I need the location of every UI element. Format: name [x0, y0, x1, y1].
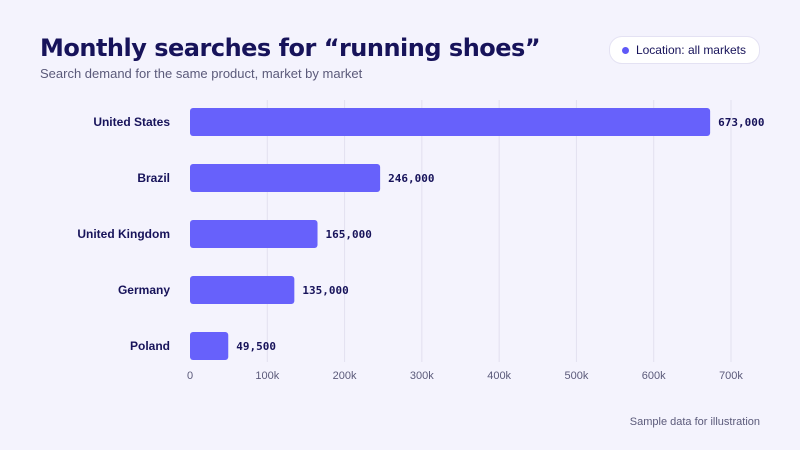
category-label: Brazil [137, 171, 170, 185]
x-tick-label: 0 [187, 370, 193, 382]
x-tick-label: 400k [487, 370, 511, 382]
x-tick-label: 200k [333, 370, 357, 382]
value-label: 135,000 [302, 284, 348, 297]
category-label: United States [93, 115, 170, 129]
bar [190, 332, 229, 360]
value-label: 246,000 [388, 172, 434, 185]
x-tick-label: 700k [719, 370, 743, 382]
x-tick-label: 500k [564, 370, 588, 382]
location-filter-pill[interactable]: Location: all markets [608, 36, 760, 64]
bar [190, 108, 711, 136]
bar [190, 220, 318, 248]
x-tick-label: 100k [255, 370, 279, 382]
x-tick-label: 600k [642, 370, 666, 382]
footnote: Sample data for illustration [629, 416, 760, 428]
value-label: 165,000 [326, 228, 372, 241]
category-label: United Kingdom [77, 227, 170, 241]
chart-title: Monthly searches for “running shoes” [40, 34, 541, 62]
dot-icon [621, 46, 629, 54]
value-label: 49,500 [236, 340, 276, 353]
x-tick-label: 300k [410, 370, 434, 382]
category-label: Germany [118, 283, 170, 297]
category-label: Poland [130, 339, 170, 353]
chart-subtitle: Search demand for the same product, mark… [40, 66, 363, 81]
bar [190, 276, 295, 304]
value-label: 673,000 [718, 116, 764, 129]
bar [190, 164, 381, 192]
location-filter-label: Location: all markets [635, 43, 746, 57]
